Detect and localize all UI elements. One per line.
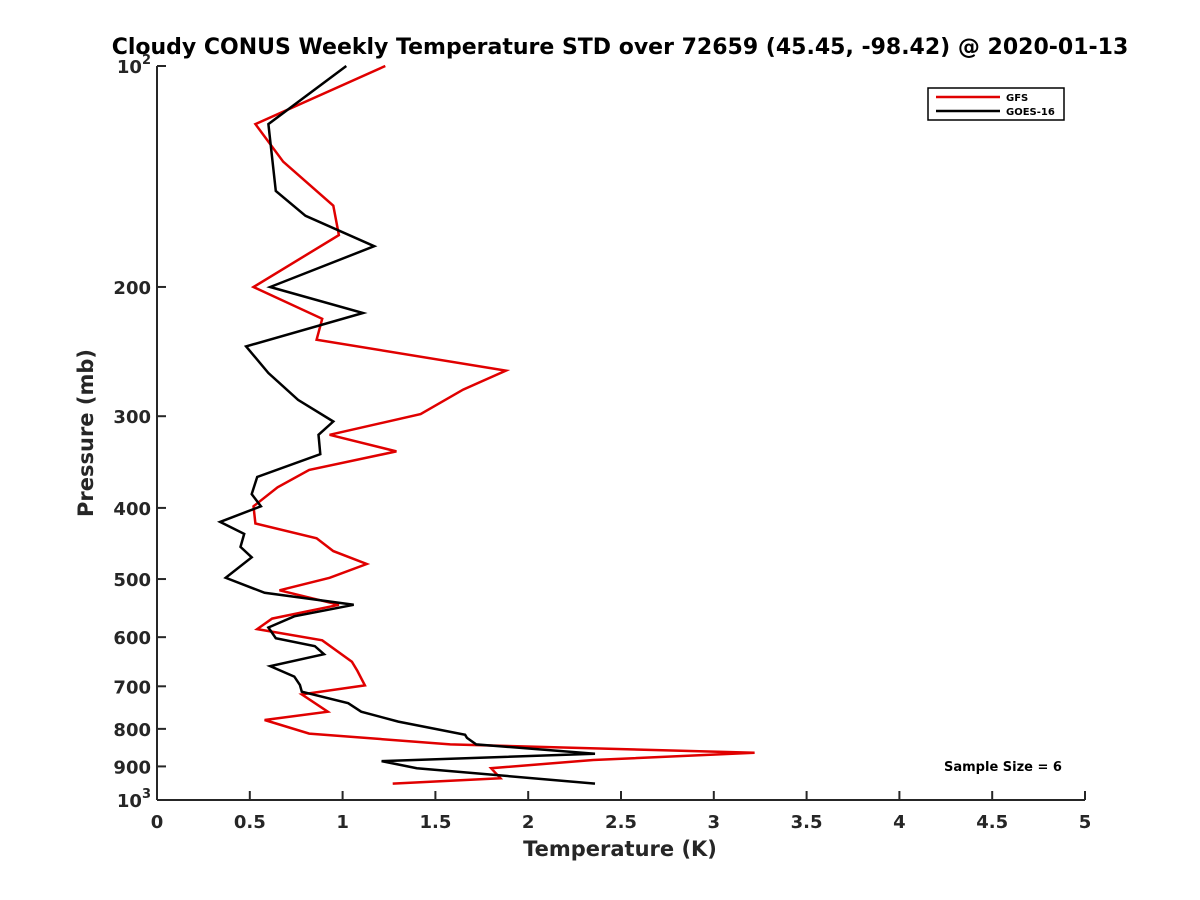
- y-tick-label: 700: [113, 677, 151, 698]
- x-tick-label: 1.5: [419, 812, 451, 833]
- y-tick-label: 900: [113, 757, 151, 778]
- y-axis-label: Pressure (mb): [74, 349, 98, 517]
- plot-series: [216, 64, 755, 785]
- x-tick-label: 2: [522, 812, 535, 833]
- axes: [156, 66, 1085, 801]
- y-tick-label: 103: [117, 787, 151, 812]
- y-axis: 102 200 300 400 500 600 700 800 900 103: [113, 53, 166, 812]
- x-axis: 0 0.5 1 1.5 2 2.5 3 3.5 4 4.5 5: [151, 791, 1092, 833]
- x-tick-label: 2.5: [605, 812, 637, 833]
- y-tick-label: 600: [113, 628, 151, 649]
- y-tick-label: 500: [113, 570, 151, 591]
- y-tick-label: 200: [113, 278, 151, 299]
- x-tick-label: 5: [1079, 812, 1092, 833]
- x-axis-label: Temperature (K): [523, 837, 717, 861]
- x-tick-label: 3: [708, 812, 721, 833]
- x-tick-label: 4.5: [976, 812, 1008, 833]
- legend-label: GOES-16: [1006, 107, 1055, 118]
- x-tick-label: 4: [893, 812, 906, 833]
- chart-title: Cloudy CONUS Weekly Temperature STD over…: [112, 35, 1129, 60]
- sample-size-annotation: Sample Size = 6: [944, 760, 1062, 775]
- y-tick-label: 102: [117, 53, 151, 78]
- legend-box: [927, 87, 1065, 121]
- x-tick-label: 0: [151, 812, 164, 833]
- legend-label: GFS: [1006, 93, 1028, 104]
- legend: GFS GOES-16: [927, 87, 1065, 121]
- y-tick-label: 800: [113, 720, 151, 741]
- x-tick-label: 0.5: [234, 812, 266, 833]
- y-tick-label: 400: [113, 499, 151, 520]
- x-tick-label: 3.5: [791, 812, 823, 833]
- y-tick-label: 300: [113, 407, 151, 428]
- series-line-goes-16: [216, 64, 596, 785]
- x-tick-label: 1: [336, 812, 349, 833]
